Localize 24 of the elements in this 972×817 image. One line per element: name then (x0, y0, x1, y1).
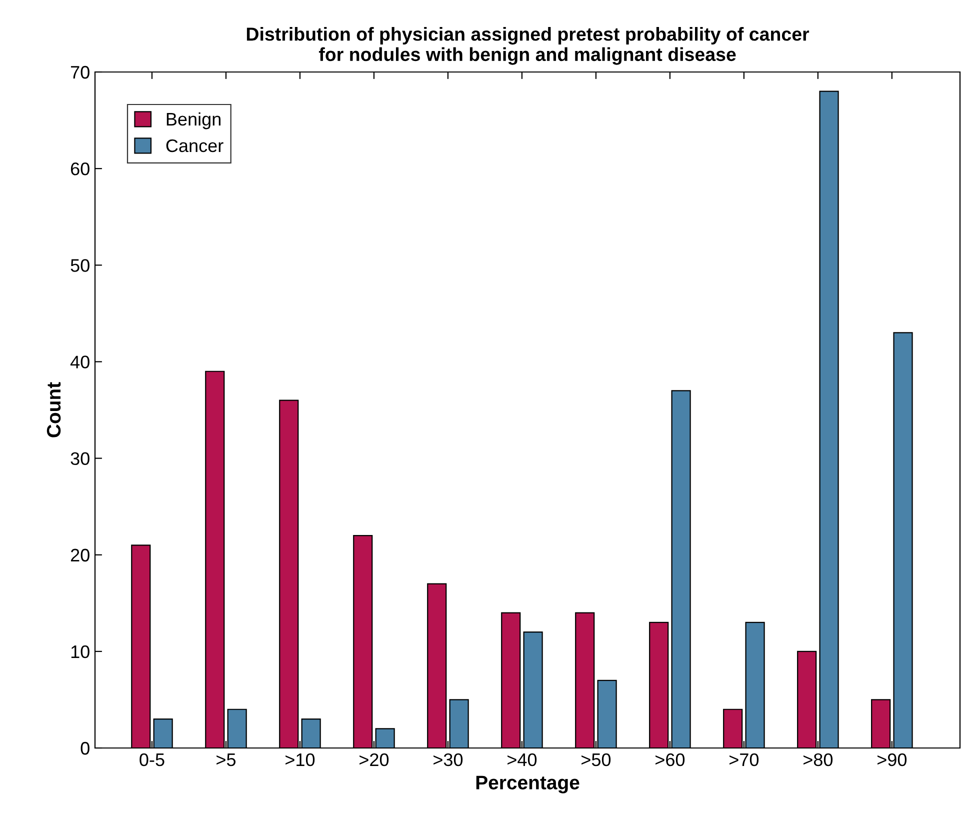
legend-label: Benign (166, 112, 220, 130)
chart-title: Distribution of physician assigned pretest probability of cancer for nodules with benign and malignant disease (246, 27, 810, 65)
legend-label: Cancer (166, 139, 224, 152)
x-tick-label: 0-5 (140, 753, 164, 766)
y-tick-label: 70 (70, 66, 90, 79)
x-tick-label: >5 (216, 754, 236, 766)
x-axis-title: Percentage (476, 776, 580, 794)
x-tick-label: >30 (434, 753, 463, 766)
y-tick-label: 50 (70, 259, 90, 272)
y-axis-title: Count (46, 382, 61, 438)
x-tick-label: >40 (508, 753, 537, 766)
x-tick-label: >60 (656, 753, 685, 766)
x-tick-label: >90 (878, 753, 907, 766)
y-tick-label: 60 (70, 162, 90, 176)
y-tick-label: 40 (70, 356, 90, 368)
x-tick-label: >20 (360, 753, 389, 766)
y-tick-label: 20 (70, 548, 90, 562)
x-tick-label: >50 (582, 753, 611, 766)
y-tick-label: 30 (70, 452, 90, 466)
x-tick-label: >70 (730, 753, 759, 766)
y-tick-label: 10 (71, 645, 90, 658)
y-tick-label: 0 (80, 742, 90, 755)
x-tick-label: >80 (804, 753, 833, 766)
x-tick-label: >10 (286, 753, 315, 766)
